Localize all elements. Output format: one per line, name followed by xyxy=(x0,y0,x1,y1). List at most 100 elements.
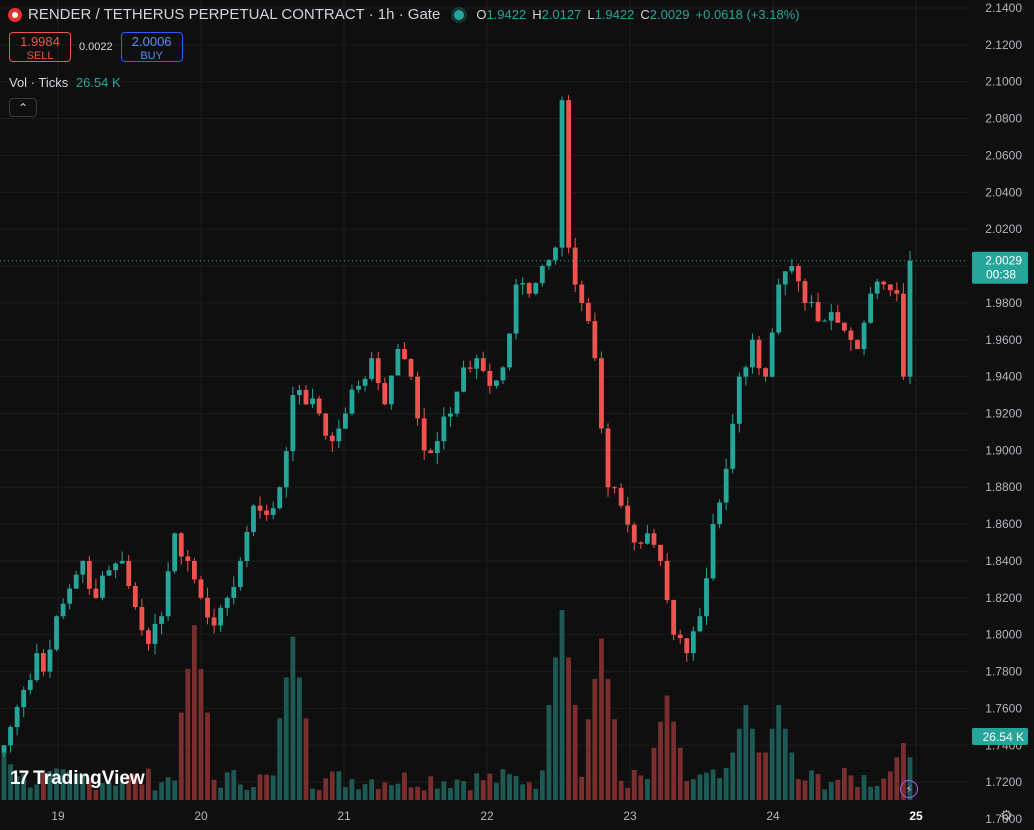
time-axis[interactable]: 19 20 21 22 23 24 25 xyxy=(0,800,968,830)
candle-body xyxy=(887,284,893,291)
candle-body xyxy=(159,616,164,624)
volume-bar xyxy=(132,773,138,800)
volume-bar xyxy=(310,788,315,800)
candle-body xyxy=(40,653,46,672)
volume-bar xyxy=(658,721,663,800)
candle-body xyxy=(697,616,703,632)
candle-body xyxy=(625,505,631,525)
volume-bar xyxy=(454,779,460,800)
volume-bar xyxy=(513,775,519,800)
candle-body xyxy=(644,533,650,544)
candle-body xyxy=(119,560,125,564)
lightning-icon[interactable]: ⚡ xyxy=(900,780,918,798)
candle-body xyxy=(211,617,217,626)
candle-body xyxy=(841,322,847,331)
volume-bar xyxy=(697,774,703,800)
volume-bar xyxy=(618,780,624,800)
price-tick-label: 1.8800 xyxy=(985,480,1022,494)
volume-bar xyxy=(283,677,289,800)
candle-body xyxy=(316,398,322,414)
candle-body xyxy=(539,266,545,284)
candle-body xyxy=(172,533,178,572)
candle-body xyxy=(434,441,440,454)
render-logo-icon xyxy=(8,7,22,22)
volume-bar xyxy=(441,781,447,800)
candle-body xyxy=(178,533,184,557)
sell-button[interactable]: 1.9984 SELL xyxy=(9,32,71,62)
volume-bar xyxy=(34,784,40,800)
candle-body xyxy=(500,367,506,381)
volume-bar xyxy=(572,705,578,800)
candle-body xyxy=(684,638,690,654)
price-tick-label: 1.7800 xyxy=(985,665,1022,679)
candle-body xyxy=(388,375,394,405)
candle-body xyxy=(743,367,749,377)
time-tick-label: 21 xyxy=(337,809,351,823)
collapse-button[interactable]: ⌃ xyxy=(9,98,37,117)
candle-body xyxy=(677,634,683,639)
candle-body xyxy=(769,332,775,377)
volume-legend[interactable]: Vol · Ticks 26.54 K xyxy=(9,75,121,90)
last-price-marker xyxy=(972,251,1028,284)
candle-body xyxy=(231,586,237,598)
candle-body xyxy=(533,283,539,294)
volume-bar xyxy=(362,784,368,800)
volume-bar xyxy=(40,773,46,800)
candle-body xyxy=(369,358,375,379)
volume-bar xyxy=(146,768,151,800)
candle-body xyxy=(356,385,361,390)
volume-bar xyxy=(881,778,887,800)
volume-bar xyxy=(434,788,440,800)
candle-body xyxy=(415,376,421,419)
volume-bar xyxy=(8,764,13,800)
candle-body xyxy=(756,339,762,369)
candle-body xyxy=(480,358,486,371)
gear-icon[interactable]: ⚙ xyxy=(1000,807,1013,823)
candle-body xyxy=(323,413,329,436)
volume-bar xyxy=(264,774,270,800)
volume-bar xyxy=(60,769,66,800)
candle-body xyxy=(612,487,617,489)
candle-body xyxy=(664,560,670,600)
candle-body xyxy=(848,330,854,340)
volume-bar xyxy=(644,779,650,800)
candle-body xyxy=(54,616,59,650)
candle-body xyxy=(881,281,887,285)
volume-bar xyxy=(599,638,604,800)
candle-body xyxy=(257,505,263,511)
candle-body xyxy=(408,359,414,377)
buy-button[interactable]: 2.0006 BUY xyxy=(120,32,183,62)
volume-bar xyxy=(730,752,736,800)
volume-bar xyxy=(704,772,709,800)
volume-bar xyxy=(244,789,250,800)
volume-bar xyxy=(638,775,644,800)
candle-body xyxy=(428,450,434,454)
candle-body xyxy=(717,502,723,525)
price-tick-label: 1.8200 xyxy=(985,591,1022,605)
tradingview-logo[interactable]: 17 TradingView xyxy=(10,768,145,790)
volume-bar xyxy=(717,778,723,800)
volume-bar xyxy=(388,785,394,800)
volume-bar xyxy=(493,782,499,800)
volume-bar xyxy=(395,783,401,800)
volume-bar xyxy=(789,752,795,800)
volume-bar xyxy=(553,657,558,800)
candle-body xyxy=(264,510,270,515)
candle-body xyxy=(782,271,788,285)
symbol-title[interactable]: RENDER / TETHERUS PERPETUAL CONTRACT · 1… xyxy=(28,6,441,23)
volume-bar xyxy=(461,781,466,800)
volume-bar xyxy=(848,775,854,800)
candle-body xyxy=(421,418,427,451)
volume-marker xyxy=(972,728,1028,745)
volume-bar xyxy=(342,787,348,800)
buy-price: 2.0006 xyxy=(131,34,172,49)
price-axis[interactable]: 2.1400 2.1200 2.1000 2.0800 2.0600 2.0400 2.02… xyxy=(968,0,1034,830)
price-tick-label: 1.9800 xyxy=(985,296,1022,310)
volume-bar xyxy=(861,775,867,800)
candle-body xyxy=(198,579,204,598)
price-tick-label: 1.7200 xyxy=(985,775,1022,789)
candle-body xyxy=(507,333,512,368)
volume-bar xyxy=(297,677,302,800)
candle-body xyxy=(60,603,66,617)
